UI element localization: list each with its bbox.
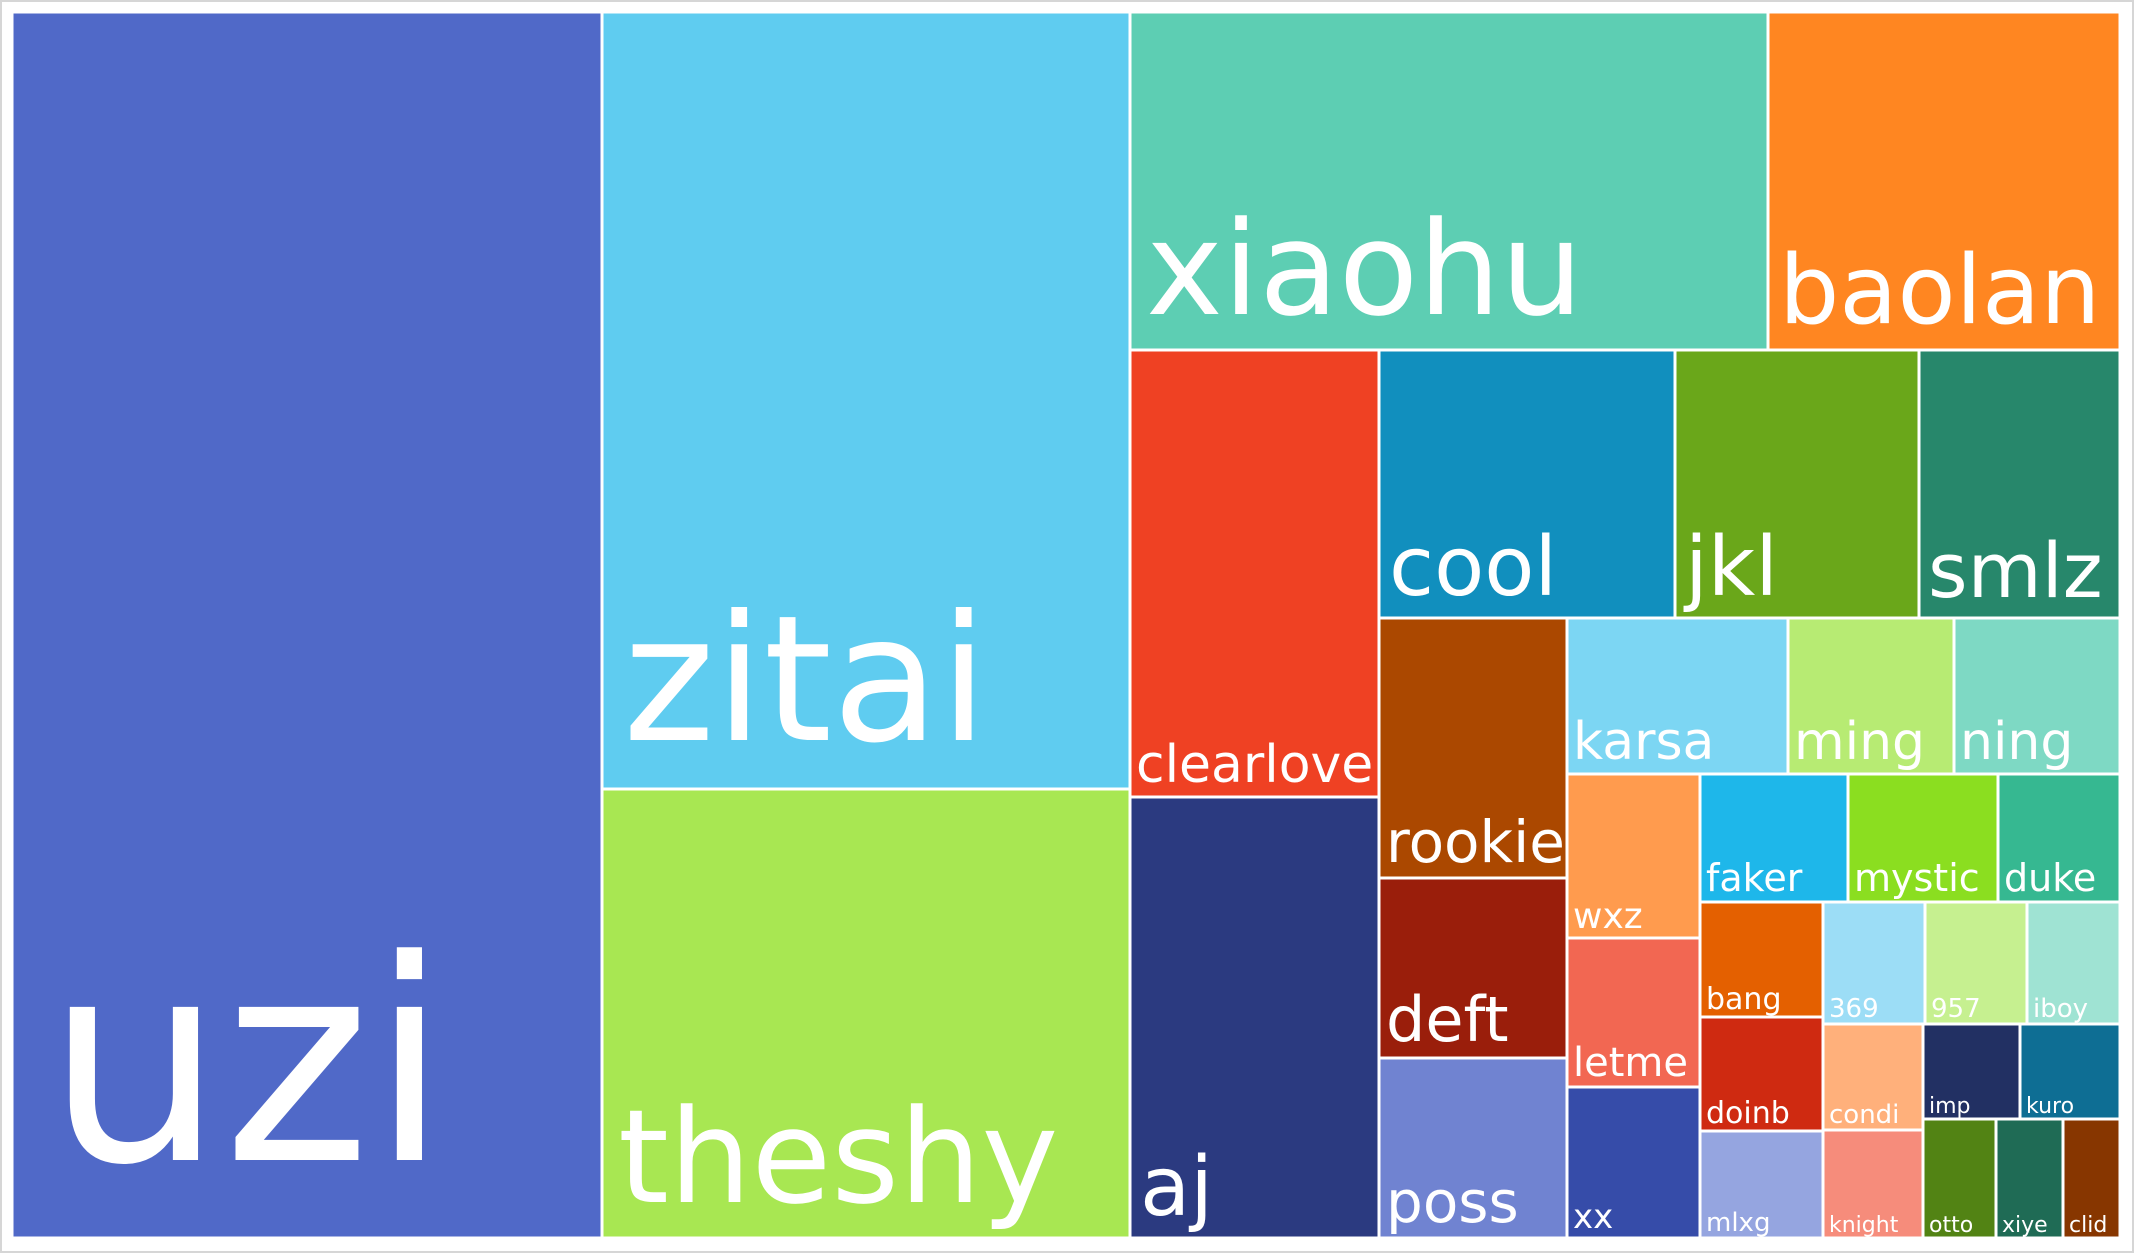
treemap-label: karsa xyxy=(1573,712,1714,772)
treemap-label: zitai xyxy=(623,579,988,782)
treemap-tile-karsa: karsa xyxy=(1565,616,1790,776)
treemap-label: 369 xyxy=(1829,994,1879,1024)
treemap-rect xyxy=(1698,900,1825,1019)
treemap-rect xyxy=(1128,348,1381,799)
treemap-label: aj xyxy=(1140,1140,1213,1235)
treemap-label: bang xyxy=(1706,982,1781,1017)
treemap-label: theshy xyxy=(618,1081,1058,1233)
treemap-label: doinb xyxy=(1706,1096,1790,1131)
treemap-label: poss xyxy=(1386,1168,1519,1236)
treemap-label: ning xyxy=(1960,712,2073,772)
treemap-label: clid xyxy=(2069,1213,2107,1238)
treemap-rect xyxy=(1565,936,1702,1089)
treemap-rect xyxy=(1996,772,2122,904)
treemap-tile-clearlove: clearlove xyxy=(1128,348,1381,799)
treemap-tile-letme: letme xyxy=(1565,936,1702,1089)
treemap-rect xyxy=(1377,616,1569,880)
treemap-label: xx xyxy=(1573,1197,1613,1237)
treemap-tile-jkl: jkl xyxy=(1673,348,1921,620)
treemap-label: smlz xyxy=(1928,526,2103,615)
treemap-tile-uzi: uzi xyxy=(10,10,604,1240)
treemap-tile-poss: poss xyxy=(1377,1056,1569,1240)
treemap-label: mystic xyxy=(1854,856,1980,900)
treemap-tile-baolan: baolan xyxy=(1766,10,2122,352)
treemap-label: otto xyxy=(1929,1213,1973,1238)
treemap-rect xyxy=(1766,10,2122,352)
treemap-label: baolan xyxy=(1779,236,2100,346)
treemap-tile-faker: faker xyxy=(1698,772,1850,904)
treemap-rect xyxy=(1846,772,2000,904)
treemap-tile-aj: aj xyxy=(1128,795,1381,1240)
treemap-tile-mlxg: mlxg xyxy=(1698,1129,1825,1240)
treemap-rect xyxy=(1821,1128,1925,1240)
treemap-tile-imp: imp xyxy=(1921,1022,2022,1121)
treemap-tile-xx: xx xyxy=(1565,1085,1702,1240)
treemap-tile-wxz: wxz xyxy=(1565,772,1702,940)
treemap-tile-clid: clid xyxy=(2061,1117,2122,1240)
treemap-tile-otto: otto xyxy=(1921,1117,1998,1240)
treemap-rect xyxy=(1128,795,1381,1240)
treemap-label: kuro xyxy=(2026,1094,2074,1119)
treemap-tile-kuro: kuro xyxy=(2018,1022,2122,1121)
treemap-rect xyxy=(2025,900,2122,1026)
treemap-label: iboy xyxy=(2033,994,2088,1024)
treemap-label: mlxg xyxy=(1706,1208,1770,1238)
treemap-tile-ming: ming xyxy=(1786,616,1956,776)
treemap-label: xiye xyxy=(2002,1213,2048,1238)
treemap-rect xyxy=(1673,348,1921,620)
treemap-rect xyxy=(1377,1056,1569,1240)
treemap-label: faker xyxy=(1706,856,1803,900)
treemap-tile-doinb: doinb xyxy=(1698,1015,1825,1133)
treemap-label: cool xyxy=(1389,520,1557,615)
treemap-rect xyxy=(1565,1085,1702,1240)
treemap-label: ming xyxy=(1794,712,1925,772)
treemap-tile-smlz: smlz xyxy=(1917,348,2122,620)
treemap-rect xyxy=(600,787,1132,1240)
treemap-tile-xiaohu: xiaohu xyxy=(1128,10,1770,352)
treemap-tile-duke: duke xyxy=(1996,772,2122,904)
treemap-tile-zitai: zitai xyxy=(600,10,1132,791)
treemap-tile-theshy: theshy xyxy=(600,787,1132,1240)
treemap-label: knight xyxy=(1829,1213,1899,1238)
treemap-tile-iboy: iboy xyxy=(2025,900,2122,1026)
treemap-rect xyxy=(1786,616,1956,776)
treemap-rect xyxy=(1698,772,1850,904)
treemap-rect xyxy=(1128,10,1770,352)
treemap-label: deft xyxy=(1386,983,1509,1056)
treemap-tile-957: 957 xyxy=(1923,900,2029,1026)
treemap-tile-xiye: xiye xyxy=(1994,1117,2065,1240)
treemap-label: uzi xyxy=(46,901,448,1227)
treemap-rect xyxy=(2061,1117,2122,1240)
treemap-label: rookie xyxy=(1386,808,1565,876)
treemap-label: letme xyxy=(1573,1040,1688,1086)
treemap-label: duke xyxy=(2004,856,2096,900)
treemap-label: clearlove xyxy=(1136,735,1373,795)
treemap-rect xyxy=(600,10,1132,791)
treemap-tile-mystic: mystic xyxy=(1846,772,2000,904)
treemap-rect xyxy=(10,10,604,1240)
treemap-tile-ning: ning xyxy=(1952,616,2122,776)
treemap-rect xyxy=(2018,1022,2122,1121)
treemap-label: imp xyxy=(1929,1094,1971,1119)
treemap-tile-deft: deft xyxy=(1377,876,1569,1060)
treemap-tile-knight: knight xyxy=(1821,1128,1925,1240)
treemap-label: condi xyxy=(1829,1100,1899,1130)
treemap-label: wxz xyxy=(1573,896,1643,937)
treemap-rect xyxy=(1565,772,1702,940)
treemap-tile-rookie: rookie xyxy=(1377,616,1569,880)
treemap-tile-369: 369 xyxy=(1821,900,1927,1026)
treemap-rect xyxy=(1698,1015,1825,1133)
treemap-tile-bang: bang xyxy=(1698,900,1825,1019)
treemap-label: jkl xyxy=(1683,520,1778,615)
treemap-tile-condi: condi xyxy=(1821,1022,1925,1132)
treemap-label: xiaohu xyxy=(1146,193,1583,345)
treemap-label: 957 xyxy=(1931,994,1981,1024)
treemap-tile-cool: cool xyxy=(1377,348,1677,620)
